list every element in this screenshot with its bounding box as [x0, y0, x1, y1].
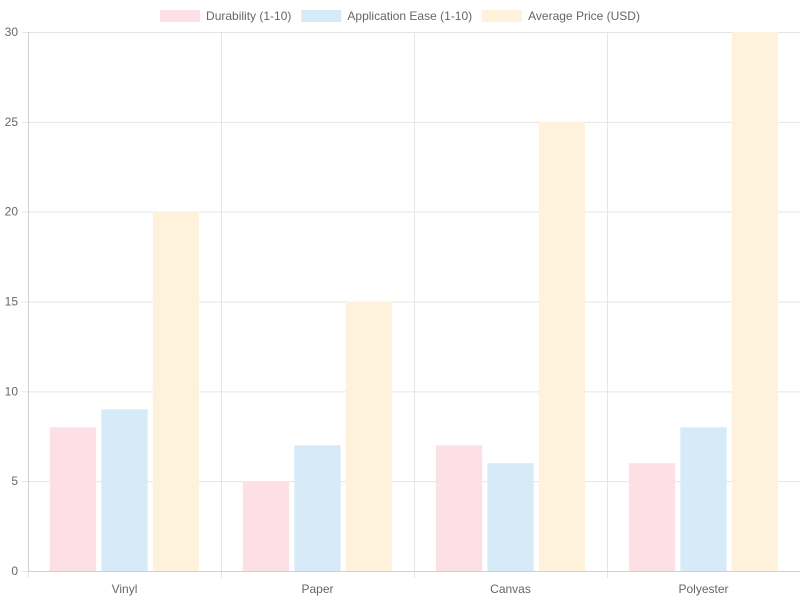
- bar-polyester-series-1[interactable]: [680, 427, 727, 571]
- legend-swatch: [482, 10, 523, 22]
- bars: [49, 32, 779, 572]
- y-tick-label: 25: [5, 115, 19, 129]
- x-tick-label: Canvas: [490, 582, 531, 596]
- bar-paper-series-0[interactable]: [242, 481, 290, 571]
- legend-item-series-2[interactable]: Average Price (USD): [482, 9, 640, 23]
- x-tick-label: Paper: [301, 582, 333, 596]
- grid-lines: [22, 32, 800, 578]
- bar-canvas-series-2[interactable]: [538, 121, 586, 571]
- legend-item-series-0[interactable]: Durability (1-10): [160, 9, 291, 23]
- legend-label: Durability (1-10): [206, 9, 291, 23]
- bar-vinyl-series-1[interactable]: [101, 409, 148, 571]
- legend[interactable]: Durability (1-10) Application Ease (1-10)…: [160, 9, 640, 23]
- bar-paper-series-1[interactable]: [294, 445, 341, 571]
- bar-polyester-series-0[interactable]: [628, 463, 676, 571]
- bar-vinyl-series-0[interactable]: [49, 427, 97, 571]
- y-tick-label: 5: [11, 474, 18, 488]
- legend-swatch: [160, 10, 201, 22]
- bar-paper-series-2[interactable]: [345, 301, 393, 572]
- legend-item-series-1[interactable]: Application Ease (1-10): [301, 9, 472, 23]
- legend-label: Application Ease (1-10): [347, 9, 472, 23]
- y-tick-label: 20: [5, 205, 19, 219]
- bar-canvas-series-1[interactable]: [487, 463, 534, 571]
- y-tick-label: 30: [5, 25, 19, 39]
- x-tick-label: Vinyl: [112, 582, 138, 596]
- bar-vinyl-series-2[interactable]: [152, 211, 200, 571]
- axes: 0 5 10 15 20 25 30 Vinyl Paper Canvas Polyester: [5, 25, 800, 596]
- legend-label: Average Price (USD): [528, 9, 640, 23]
- y-tick-label: 0: [11, 564, 18, 578]
- x-tick-label: Polyester: [678, 582, 728, 596]
- y-tick-label: 15: [5, 295, 19, 309]
- bar-canvas-series-0[interactable]: [435, 445, 483, 571]
- legend-swatch: [301, 10, 342, 22]
- y-tick-label: 10: [5, 384, 19, 398]
- bar-polyester-series-2[interactable]: [731, 32, 779, 571]
